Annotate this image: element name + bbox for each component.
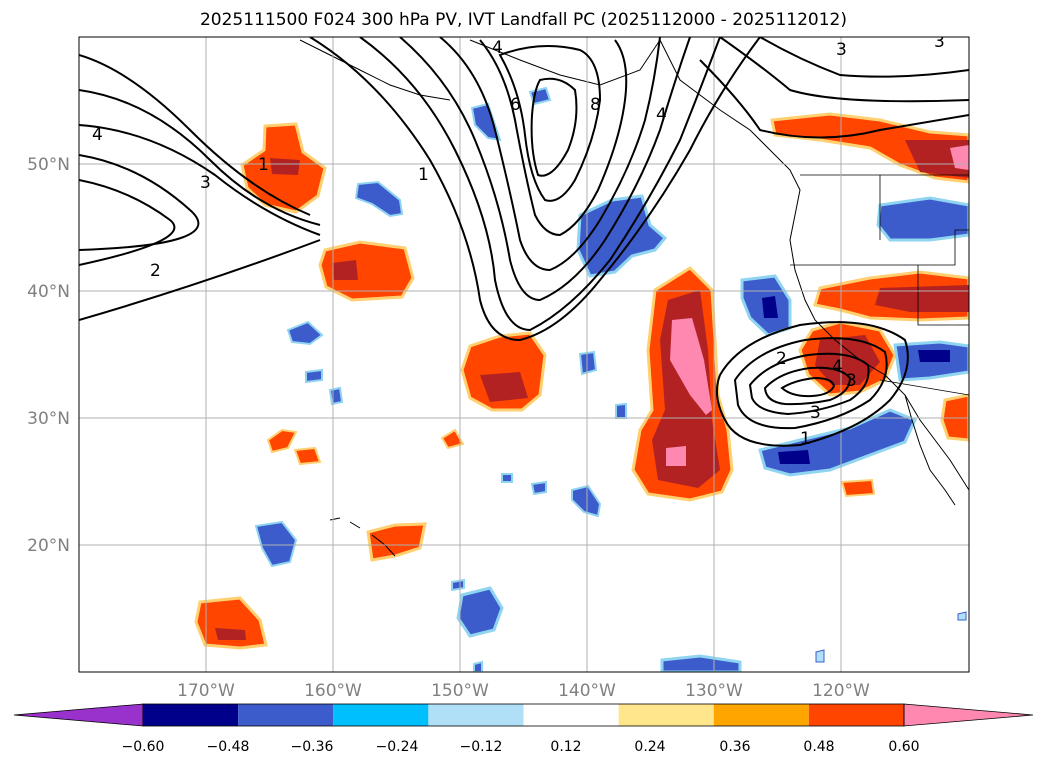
pv-contours: [79, 37, 969, 447]
lon-labels: 170°W 160°W 150°W 140°W 130°W 120°W: [177, 681, 870, 701]
colorbar-tick-label: 0.24: [634, 739, 665, 755]
colorbar-tick-label: −0.60: [122, 739, 165, 755]
borders: [790, 174, 969, 396]
contour-label: 2: [150, 261, 161, 281]
aleutian-islands: [299, 39, 451, 101]
colorbar-segment: [238, 704, 334, 726]
contour-label: 3: [846, 371, 857, 391]
contour-label: 4: [492, 38, 503, 58]
colorbar-extend-min: [13, 703, 144, 727]
colorbar-segment: [713, 704, 809, 726]
contour-label: 3: [836, 40, 847, 60]
lat-label: 50°N: [27, 155, 70, 175]
contour-label: 3: [200, 173, 211, 193]
contour-label: 1: [258, 155, 269, 175]
colorbar-tick-label: 0.48: [803, 739, 834, 755]
coastlines: [299, 39, 969, 557]
lon-label: 160°W: [304, 681, 362, 701]
colorbar-tick-label: −0.36: [291, 739, 334, 755]
colorbar-segment: [333, 704, 429, 726]
colorbar-segment: [808, 704, 904, 726]
contour-label: 4: [656, 105, 667, 125]
negative-anomaly-area: [576, 194, 668, 278]
lat-label: 30°N: [27, 409, 70, 429]
lat-label: 20°N: [27, 536, 70, 556]
colorbar-segment: [618, 704, 714, 726]
lat-labels: 20°N 30°N 40°N 50°N: [27, 155, 70, 556]
colorbar-outline: [142, 703, 905, 727]
lon-label: 140°W: [558, 681, 616, 701]
baja-california: [904, 394, 956, 506]
alaska-coast: [469, 39, 661, 86]
lon-label: 130°W: [685, 681, 743, 701]
lon-label: 150°W: [431, 681, 489, 701]
contour-label: 4: [92, 125, 103, 145]
lon-label: 170°W: [177, 681, 235, 701]
contour-label: 3: [810, 403, 821, 423]
positive-anomaly-area: [194, 596, 268, 650]
contour-label: 1: [800, 429, 811, 449]
positive-anomaly-area: [318, 240, 415, 302]
contour-label: 8: [590, 95, 601, 115]
map-title: 2025111500 F024 300 hPa PV, IVT Landfall…: [199, 10, 847, 30]
contour-label: 3: [934, 32, 945, 52]
colorbar-tick-label: 0.60: [888, 739, 919, 755]
colorbar-tick-label: −0.48: [207, 739, 250, 755]
colorbar-tick-label: −0.12: [460, 739, 503, 755]
colorbar-segment: [428, 704, 524, 726]
contour-label: 2: [776, 349, 787, 369]
contour-label: 4: [832, 357, 843, 377]
contour-label: 1: [418, 165, 429, 185]
colorbar-tick-label: 0.36: [719, 739, 750, 755]
contour-labels: 4 3 2 1 1 4 6 8 4 3 3 2 3 1 4 3: [92, 32, 945, 449]
lat-label: 40°N: [27, 282, 70, 302]
colorbar-labels: −0.60 −0.48 −0.36 −0.24 −0.12 0.12 0.24 …: [122, 739, 920, 755]
colorbar-tick-label: −0.24: [376, 739, 419, 755]
colorbar-tick-label: 0.12: [550, 739, 581, 755]
colorbar-extend-max: [903, 703, 1034, 727]
map-frame: [78, 36, 970, 673]
colorbar-segment: [143, 704, 239, 726]
lon-label: 120°W: [812, 681, 870, 701]
contour-label: 6: [510, 95, 521, 115]
north-america-coast: [659, 39, 969, 491]
colorbar-segment: [523, 704, 619, 726]
map-panel: 4 3 2 1 1 4 6 8 4 3 3 2 3 1 4 3: [79, 32, 969, 672]
colorbar: [13, 703, 1034, 727]
